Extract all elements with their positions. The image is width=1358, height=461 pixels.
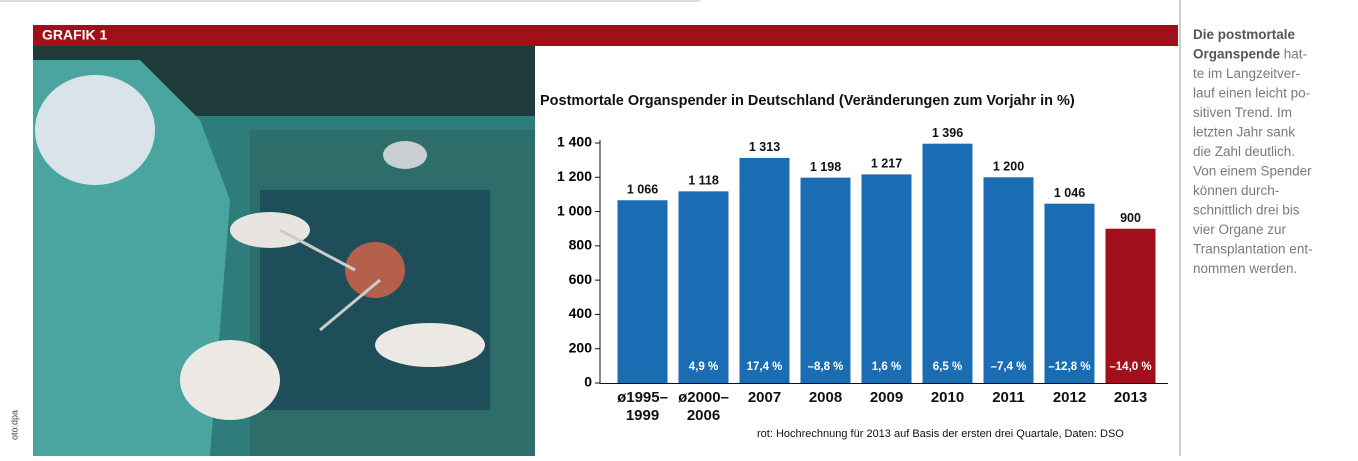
change-label: –8,8 % (808, 361, 844, 373)
sidebar-text: schnittlich drei bis (1193, 202, 1300, 217)
sidebar-line: nommen werden. (1193, 261, 1297, 276)
change-label: 17,4 % (747, 361, 783, 373)
sidebar-text: Transplantation ent- (1193, 241, 1313, 256)
sidebar-text: lauf einen leicht po- (1193, 85, 1310, 100)
sidebar-text: Von einem Spender (1193, 163, 1312, 178)
y-tick-label: 400 (569, 305, 593, 321)
header-bar (33, 25, 1178, 46)
x-tick-label: ø2000– (678, 389, 729, 406)
header-label: GRAFIK 1 (42, 27, 108, 43)
footnote: rot: Hochrechnung für 2013 auf Basis der… (757, 428, 1124, 440)
photo (33, 46, 535, 456)
value-label: 1 198 (810, 160, 841, 174)
y-tick-label: 1 200 (557, 168, 592, 184)
photo-credit: oto:dpa (9, 410, 19, 440)
y-tick-label: 600 (569, 271, 593, 287)
y-tick-label: 200 (569, 339, 593, 355)
sidebar-bold: Organspende (1193, 46, 1281, 61)
sidebar-line: vier Organe zur (1193, 222, 1287, 237)
x-tick-label: 2011 (992, 389, 1025, 406)
bar (679, 191, 729, 383)
change-label: 1,6 % (872, 361, 901, 373)
x-tick-label: ø1995– (617, 389, 668, 406)
bar (862, 174, 912, 383)
chart-title: Postmortale Organspender in Deutschland … (540, 93, 1075, 109)
value-label: 1 396 (932, 126, 963, 140)
sidebar-line: Die postmortale (1193, 27, 1296, 42)
sidebar-text: nommen werden. (1193, 261, 1297, 276)
sidebar-bold: Die postmortale (1193, 27, 1296, 42)
sidebar-line: Organspende hat- (1193, 46, 1307, 61)
bar (618, 200, 668, 383)
value-label: 1 046 (1054, 186, 1085, 200)
y-tick-label: 1 000 (557, 202, 592, 218)
value-label: 1 313 (749, 140, 780, 154)
sidebar-line: te im Langzeitver- (1193, 66, 1300, 81)
sidebar-line: sitiven Trend. Im (1193, 105, 1292, 120)
sidebar-line: letzten Jahr sank (1193, 124, 1295, 139)
bar (740, 158, 790, 383)
canvas: GRAFIK 1 oto:dpa Postmortale Organspende… (0, 0, 1358, 456)
sidebar-text: die Zahl deutlich. (1193, 144, 1295, 159)
x-tick-label: 2008 (809, 389, 842, 406)
bar (923, 144, 973, 383)
change-label: –7,4 % (991, 361, 1027, 373)
sidebar-line: lauf einen leicht po- (1193, 85, 1310, 100)
bar (1106, 229, 1156, 383)
sidebar-line: können durch- (1193, 183, 1279, 198)
sidebar-line: Transplantation ent- (1193, 241, 1313, 256)
value-label: 1 217 (871, 157, 902, 171)
y-tick-label: 0 (584, 374, 592, 390)
sidebar-text: sitiven Trend. Im (1193, 105, 1292, 120)
sidebar-text: te im Langzeitver- (1193, 66, 1300, 81)
sidebar-line: schnittlich drei bis (1193, 202, 1300, 217)
x-tick-label: 1999 (626, 407, 659, 424)
x-tick-label: 2012 (1053, 389, 1086, 406)
page: GRAFIK 1 oto:dpa Postmortale Organspende… (0, 0, 1358, 456)
x-tick-label: 2007 (748, 389, 781, 406)
y-tick-label: 800 (569, 237, 593, 253)
sidebar-text: können durch- (1193, 183, 1279, 198)
bar (801, 178, 851, 383)
value-label: 1 066 (627, 183, 658, 197)
value-label: 900 (1120, 211, 1141, 225)
change-label: 6,5 % (933, 361, 962, 373)
sidebar-text: letzten Jahr sank (1193, 124, 1295, 139)
x-tick-label: 2010 (931, 389, 964, 406)
value-label: 1 118 (688, 174, 719, 188)
bar (984, 177, 1034, 383)
bar (1045, 204, 1095, 383)
sidebar-text: vier Organe zur (1193, 222, 1287, 237)
change-label: 4,9 % (689, 361, 718, 373)
x-tick-label: 2009 (870, 389, 903, 406)
change-label: –14,0 % (1109, 361, 1151, 373)
x-tick-label: 2006 (687, 407, 720, 424)
value-label: 1 200 (993, 160, 1024, 174)
change-label: –12,8 % (1048, 361, 1090, 373)
sidebar-line: die Zahl deutlich. (1193, 144, 1295, 159)
sidebar-line: Von einem Spender (1193, 163, 1312, 178)
y-tick-label: 1 400 (557, 134, 592, 150)
x-tick-label: 2013 (1114, 389, 1147, 406)
sidebar-text: hat- (1280, 46, 1307, 61)
